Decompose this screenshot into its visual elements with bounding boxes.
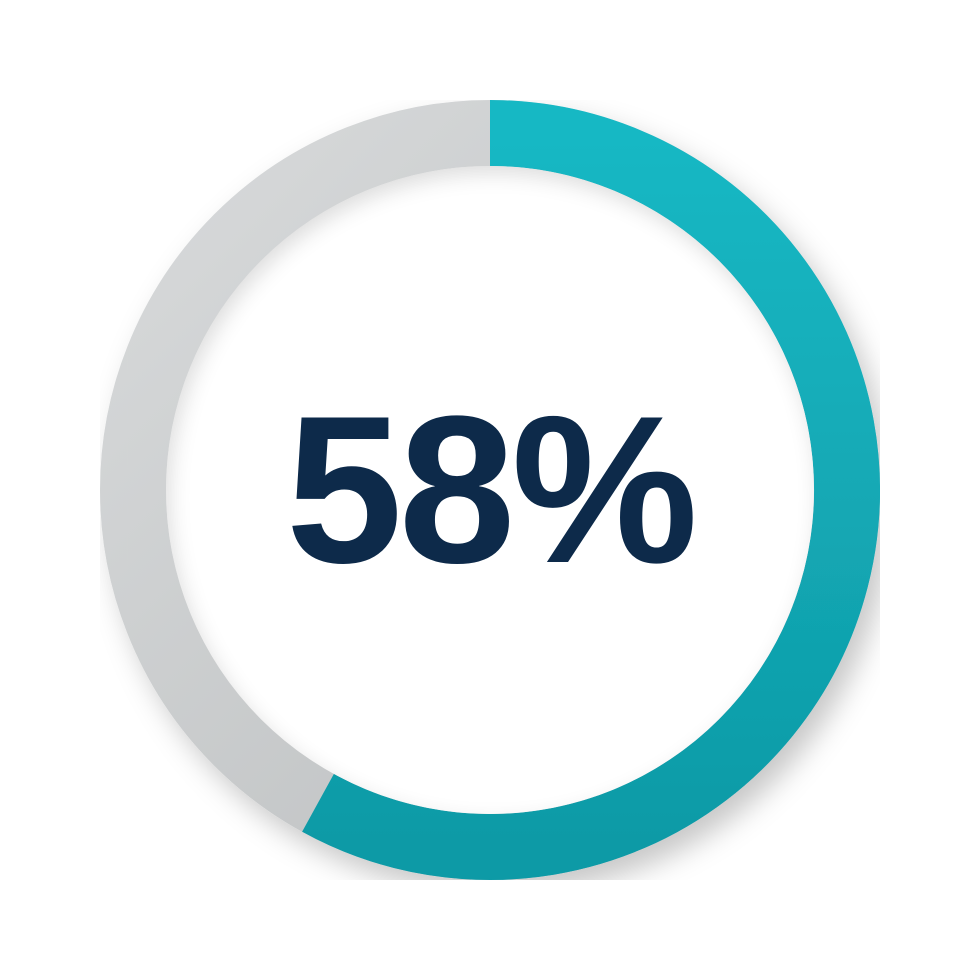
radial-progress-gauge: 58%: [100, 100, 880, 880]
gauge-percentage-label: 58%: [286, 385, 694, 595]
gauge-center: 58%: [166, 166, 814, 814]
